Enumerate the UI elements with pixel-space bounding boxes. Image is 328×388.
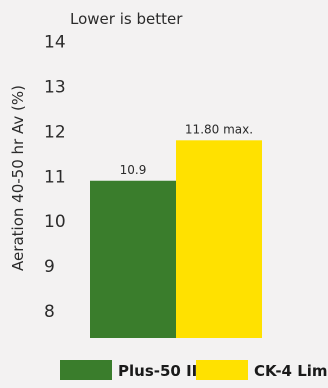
bar-ck-4-limit	[176, 140, 262, 338]
y-tick-label: 11	[44, 167, 66, 187]
y-tick-label: 13	[44, 77, 66, 97]
y-axis-label: Aeration 40-50 hr Av (%)	[9, 85, 27, 271]
data-label: 10.9	[120, 163, 147, 177]
bars	[90, 140, 262, 338]
y-tick-label: 9	[44, 257, 55, 277]
y-tick-label: 14	[44, 32, 66, 52]
data-label: 11.80 max.	[185, 122, 253, 136]
chart-subtitle: Lower is better	[70, 10, 183, 28]
bar-plus-50-ii	[90, 180, 176, 338]
legend-label-plus-50-ii: Plus-50 II	[118, 362, 197, 380]
y-tick-label: 10	[44, 212, 66, 232]
legend: Plus-50 II CK-4 Limit	[60, 360, 328, 380]
legend-label-ck-4-limit: CK-4 Limit	[254, 362, 328, 380]
data-labels: 10.9 11.80 max.	[120, 122, 253, 176]
y-tick-labels: 8 9 10 11 12 13 14	[44, 32, 66, 322]
y-tick-label: 8	[44, 302, 55, 322]
y-tick-label: 12	[44, 122, 66, 142]
legend-swatch-plus-50-ii	[60, 360, 112, 380]
legend-swatch-ck-4-limit	[196, 360, 248, 380]
